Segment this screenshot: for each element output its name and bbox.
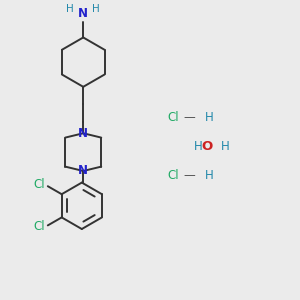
Text: H: H bbox=[205, 169, 214, 182]
Text: —: — bbox=[183, 111, 195, 124]
Text: N: N bbox=[78, 7, 88, 20]
Text: N: N bbox=[78, 164, 88, 178]
Text: O: O bbox=[201, 140, 212, 153]
Text: H: H bbox=[194, 140, 202, 153]
Text: Cl: Cl bbox=[33, 220, 45, 233]
Text: H: H bbox=[221, 140, 230, 153]
Text: H: H bbox=[92, 4, 100, 14]
Text: Cl: Cl bbox=[33, 178, 45, 191]
Text: Cl: Cl bbox=[167, 111, 179, 124]
Text: H: H bbox=[205, 111, 214, 124]
Text: Cl: Cl bbox=[167, 169, 179, 182]
Text: —: — bbox=[183, 169, 195, 182]
Text: H: H bbox=[66, 4, 74, 14]
Text: N: N bbox=[78, 127, 88, 140]
